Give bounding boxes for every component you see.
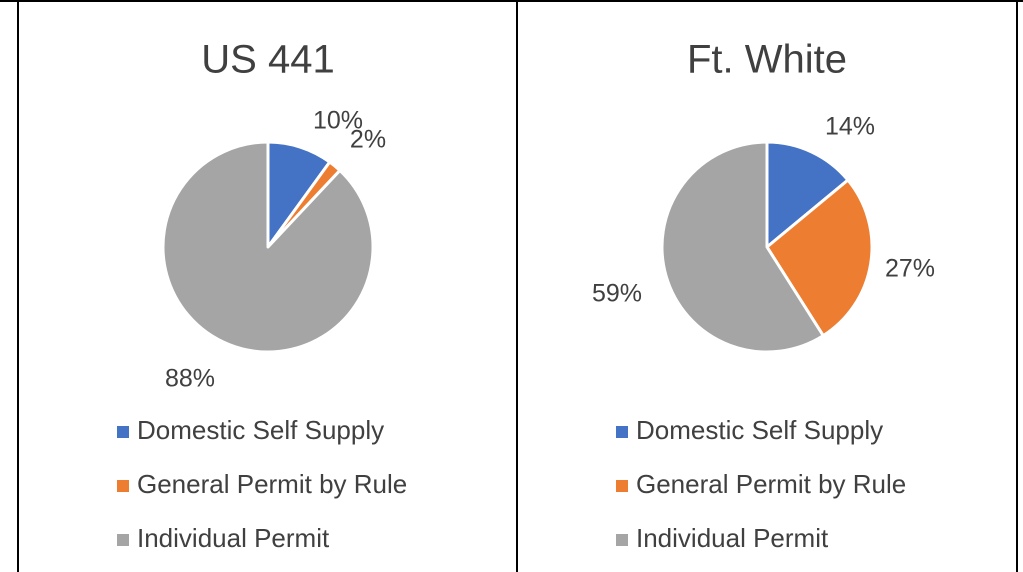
chart-title: US 441	[201, 38, 334, 82]
legend-label: Individual Permit	[137, 523, 330, 553]
legend-swatch	[117, 534, 129, 546]
data-label: 88%	[165, 365, 215, 393]
chart-title: Ft. White	[687, 38, 847, 82]
legend-label: General Permit by Rule	[137, 469, 407, 499]
pie-slice	[660, 140, 825, 354]
legend-label: General Permit by Rule	[636, 469, 906, 499]
legend-label: Individual Permit	[636, 523, 829, 553]
data-label: 59%	[592, 280, 642, 308]
legend-swatch	[616, 426, 628, 438]
legend-swatch	[117, 426, 129, 438]
data-label: 2%	[350, 126, 386, 154]
data-label: 10%	[313, 107, 363, 135]
data-label: 14%	[825, 113, 875, 141]
pie-slice	[765, 140, 850, 249]
pie-slice	[161, 140, 375, 354]
legend-swatch	[616, 534, 628, 546]
legend-label: Domestic Self Supply	[636, 415, 883, 445]
legend-swatch	[616, 480, 628, 492]
legend-swatch	[117, 480, 129, 492]
legend-label: Domestic Self Supply	[137, 415, 384, 445]
data-label: 27%	[885, 255, 935, 283]
pie-slice	[765, 178, 874, 338]
